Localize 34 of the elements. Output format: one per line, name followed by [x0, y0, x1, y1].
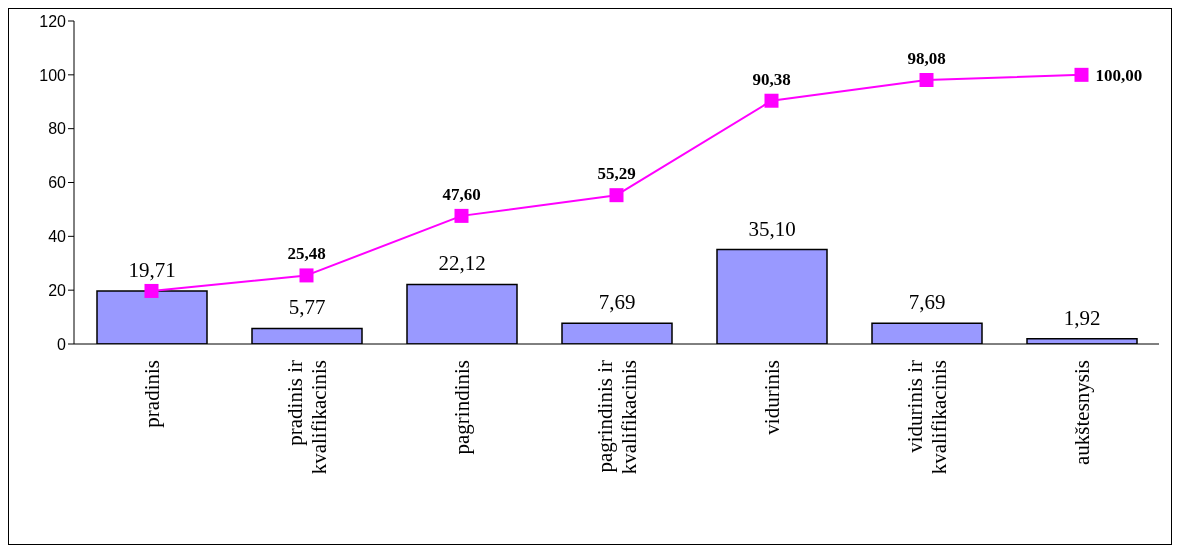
x-tick-label: vidurinis: [759, 360, 784, 435]
point: [764, 93, 779, 108]
x-tick-label: pagrindinis ir kvalifikacinis: [592, 360, 641, 475]
data-label: 7,69: [598, 290, 636, 315]
y-tick-label: 100: [39, 66, 67, 84]
point: [299, 268, 314, 283]
x-tick-label: pradinis: [139, 360, 164, 428]
data-label: 19,71: [128, 257, 176, 282]
x-tick-label: vidurinis ir kvalifikacinis: [902, 360, 951, 475]
data-label: 100,00: [1095, 65, 1143, 85]
data-label: 55,29: [597, 164, 636, 184]
point: [454, 208, 469, 223]
point: [609, 188, 624, 203]
data-label: 47,60: [442, 184, 481, 204]
y-tick-label: 0: [57, 335, 67, 353]
point: [1074, 67, 1089, 82]
data-label: 35,10: [748, 216, 796, 241]
y-tick-label: 80: [48, 120, 67, 138]
x-tick-label: aukštesnysis: [1069, 360, 1094, 465]
data-label: 5,77: [288, 295, 326, 320]
point: [144, 283, 159, 298]
point: [919, 73, 934, 87]
y-tick-label: 20: [48, 281, 67, 299]
y-tick-label: 60: [48, 174, 67, 192]
data-label: 98,08: [907, 49, 946, 68]
data-label: 22,12: [438, 251, 486, 276]
data-label: 25,48: [287, 244, 326, 264]
x-tick-label: pradinis ir kvalifikacinis: [282, 359, 331, 475]
y-tick-label: 40: [48, 228, 67, 246]
data-label: 1,92: [1063, 305, 1101, 330]
y-tick-label: 120: [39, 12, 67, 30]
x-tick-label: pagrindinis: [449, 360, 474, 455]
data-label: 7,69: [908, 290, 946, 315]
data-label: 90,38: [752, 69, 791, 89]
